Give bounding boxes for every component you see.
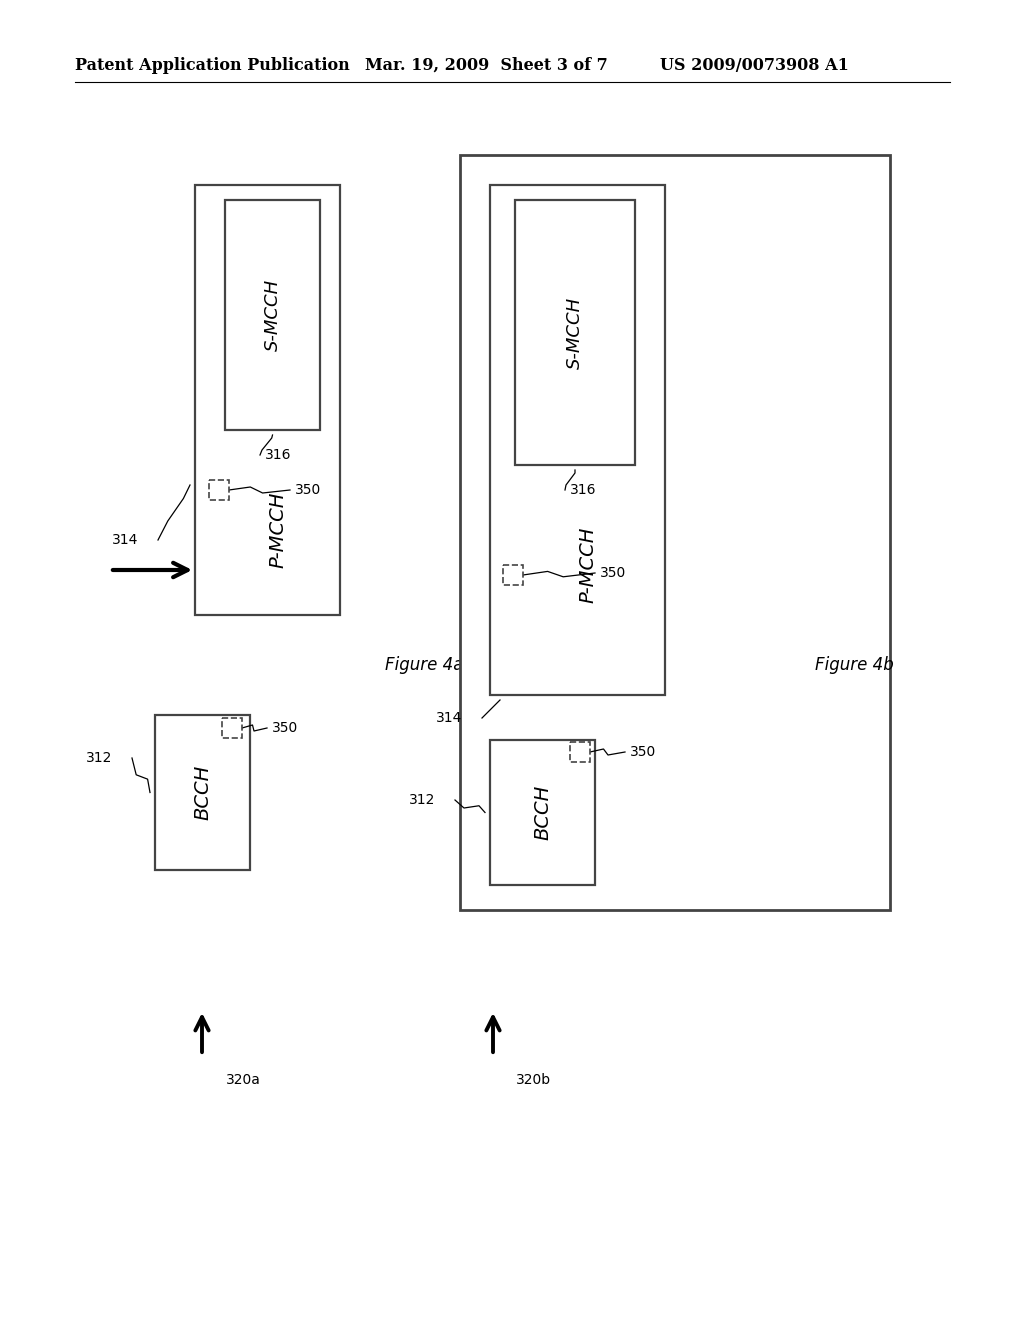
Text: S-MCCH: S-MCCH <box>566 297 584 368</box>
Bar <box>490 741 595 884</box>
Bar <box>155 715 250 870</box>
Text: 320a: 320a <box>226 1073 261 1086</box>
Text: 350: 350 <box>630 744 656 759</box>
Text: Figure 4b: Figure 4b <box>815 656 894 675</box>
Bar <box>209 480 229 500</box>
Text: 316: 316 <box>570 483 597 498</box>
Text: 314: 314 <box>112 533 138 546</box>
Text: P-MCCH: P-MCCH <box>578 527 597 603</box>
Bar <box>503 565 523 585</box>
Text: BCCH: BCCH <box>534 785 552 840</box>
Bar <box>515 201 635 465</box>
Bar <box>195 185 340 615</box>
Text: S-MCCH: S-MCCH <box>263 279 282 351</box>
Text: Patent Application Publication: Patent Application Publication <box>75 57 350 74</box>
Text: 320b: 320b <box>516 1073 551 1086</box>
Bar <box>225 201 319 430</box>
Text: Mar. 19, 2009  Sheet 3 of 7: Mar. 19, 2009 Sheet 3 of 7 <box>365 57 608 74</box>
Text: 350: 350 <box>272 721 298 735</box>
Text: Figure 4a: Figure 4a <box>385 656 464 675</box>
Text: 316: 316 <box>265 447 292 462</box>
Text: US 2009/0073908 A1: US 2009/0073908 A1 <box>660 57 849 74</box>
Bar <box>570 742 590 762</box>
Text: BCCH: BCCH <box>193 764 212 820</box>
Bar <box>222 718 242 738</box>
Text: 312: 312 <box>409 793 435 807</box>
Text: 350: 350 <box>600 566 627 579</box>
Text: P-MCCH: P-MCCH <box>268 492 287 568</box>
Text: 350: 350 <box>295 483 322 498</box>
Text: 314: 314 <box>435 711 462 725</box>
Bar <box>460 154 890 909</box>
Bar <box>209 480 229 500</box>
Bar <box>490 185 665 696</box>
Text: 312: 312 <box>86 751 112 766</box>
